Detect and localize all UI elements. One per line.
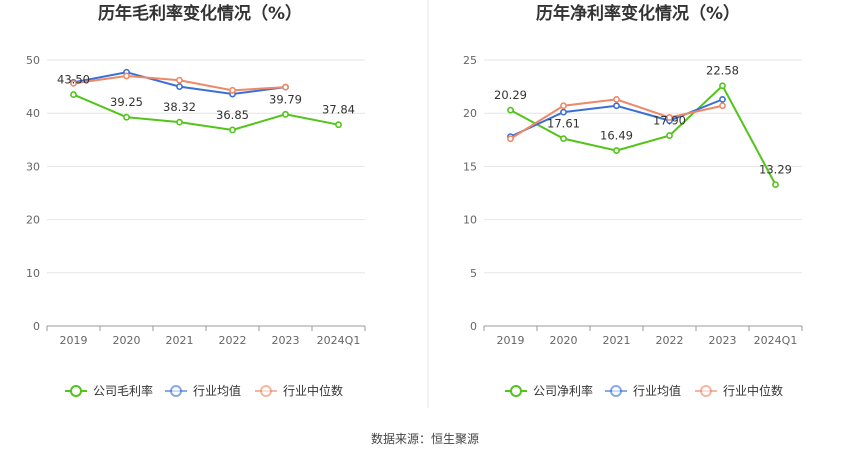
data-point[interactable] bbox=[335, 121, 342, 129]
y-tick-label: 0 bbox=[470, 320, 477, 333]
data-point[interactable] bbox=[229, 86, 236, 94]
y-tick-label: 30 bbox=[26, 160, 40, 173]
y-tick-label: 40 bbox=[26, 107, 40, 120]
legend-label: 行业均值 bbox=[193, 383, 241, 398]
source-note: 数据来源：恒生聚源 bbox=[371, 431, 479, 446]
data-label: 39.25 bbox=[110, 95, 143, 109]
y-tick-label: 20 bbox=[26, 214, 40, 227]
legend-swatch-marker bbox=[610, 385, 622, 397]
data-point[interactable] bbox=[176, 83, 183, 90]
x-tick-label: 2022 bbox=[219, 334, 247, 347]
data-point[interactable] bbox=[666, 132, 673, 139]
data-point[interactable] bbox=[176, 118, 183, 126]
data-label: 39.79 bbox=[269, 92, 302, 106]
legend-label: 行业均值 bbox=[633, 383, 681, 398]
data-point[interactable] bbox=[666, 114, 673, 121]
y-tick-label: 20 bbox=[463, 107, 477, 120]
data-label: 43.50 bbox=[57, 73, 90, 87]
y-tick-label: 10 bbox=[26, 267, 40, 280]
legend-item[interactable]: 行业均值 bbox=[165, 383, 241, 398]
data-label: 36.85 bbox=[216, 108, 249, 122]
x-tick-label: 2022 bbox=[656, 334, 684, 347]
data-point[interactable] bbox=[719, 102, 726, 110]
legend-swatch-marker bbox=[700, 385, 712, 397]
legend-swatch-marker bbox=[260, 385, 272, 397]
legend-label: 行业中位数 bbox=[283, 383, 343, 398]
data-point[interactable] bbox=[123, 72, 130, 80]
data-point[interactable] bbox=[123, 113, 130, 121]
legend-label: 公司毛利率 bbox=[93, 383, 153, 398]
chart-title: 历年毛利率变化情况（%） bbox=[98, 3, 302, 24]
legend-item[interactable]: 行业中位数 bbox=[695, 383, 783, 398]
legend-label: 行业中位数 bbox=[723, 383, 783, 398]
legend-item[interactable]: 公司毛利率 bbox=[65, 383, 153, 398]
legend-label: 公司净利率 bbox=[533, 383, 593, 398]
x-tick-label: 2019 bbox=[497, 334, 525, 347]
data-label: 37.84 bbox=[322, 103, 355, 117]
data-point[interactable] bbox=[613, 95, 620, 103]
series-line bbox=[73, 93, 339, 131]
legend-item[interactable]: 行业均值 bbox=[605, 383, 681, 398]
legend-item[interactable]: 行业中位数 bbox=[255, 383, 343, 398]
legend-swatch-marker bbox=[170, 385, 182, 397]
data-point[interactable] bbox=[282, 83, 289, 91]
data-point[interactable] bbox=[507, 135, 514, 143]
x-tick-label: 2023 bbox=[272, 334, 300, 347]
data-point[interactable] bbox=[613, 147, 620, 154]
net-margin-chart: 历年净利率变化情况（%） 0 5 10 15 20 25 2019 2020 2021 2022 20… bbox=[463, 3, 803, 398]
y-tick-label: 0 bbox=[33, 320, 40, 333]
data-point[interactable] bbox=[70, 80, 77, 87]
data-point[interactable] bbox=[560, 135, 567, 143]
y-tick-label: 25 bbox=[463, 54, 477, 67]
data-label: 16.49 bbox=[600, 129, 633, 143]
legend-item[interactable]: 公司净利率 bbox=[505, 383, 593, 398]
x-tick-label: 2021 bbox=[166, 334, 194, 347]
y-tick-label: 15 bbox=[463, 160, 477, 173]
data-label: 38.32 bbox=[163, 100, 196, 114]
gross-margin-chart: 历年毛利率变化情况（%） 0 10 20 30 40 50 2019 2020 2021 2022 2… bbox=[26, 3, 366, 398]
chart-title: 历年净利率变化情况（%） bbox=[536, 3, 740, 24]
legend-swatch-marker bbox=[70, 385, 82, 397]
y-tick-label: 10 bbox=[463, 214, 477, 227]
data-label: 20.29 bbox=[494, 88, 527, 102]
x-tick-label: 2024Q1 bbox=[754, 334, 798, 347]
data-point[interactable] bbox=[282, 110, 289, 118]
data-point[interactable] bbox=[613, 102, 620, 110]
x-tick-label: 2024Q1 bbox=[317, 334, 361, 347]
data-point[interactable] bbox=[176, 76, 183, 84]
series-line bbox=[510, 84, 777, 186]
x-tick-label: 2019 bbox=[60, 334, 88, 347]
data-point[interactable] bbox=[70, 91, 77, 98]
data-point[interactable] bbox=[772, 181, 779, 188]
x-tick-label: 2023 bbox=[709, 334, 737, 347]
data-label: 13.29 bbox=[759, 163, 792, 177]
y-tick-label: 5 bbox=[470, 267, 477, 280]
data-point[interactable] bbox=[719, 95, 726, 103]
x-tick-label: 2021 bbox=[603, 334, 631, 347]
data-point[interactable] bbox=[719, 82, 726, 90]
data-point[interactable] bbox=[229, 126, 236, 134]
data-point[interactable] bbox=[560, 102, 567, 110]
data-label: 17.90 bbox=[653, 114, 686, 128]
legend-swatch-marker bbox=[510, 385, 522, 397]
x-tick-label: 2020 bbox=[550, 334, 578, 347]
data-point[interactable] bbox=[560, 108, 567, 116]
y-tick-label: 50 bbox=[26, 54, 40, 67]
data-label: 22.58 bbox=[706, 64, 739, 78]
x-tick-label: 2020 bbox=[113, 334, 141, 347]
data-point[interactable] bbox=[507, 106, 514, 114]
data-label: 17.61 bbox=[547, 117, 580, 131]
